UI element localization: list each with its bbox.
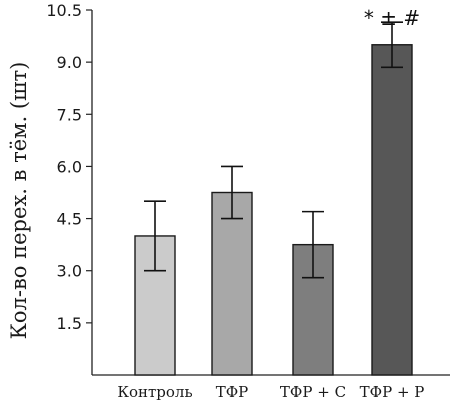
x-tick-label: Контроль xyxy=(117,383,192,401)
bars xyxy=(134,44,413,376)
error-bar xyxy=(381,21,403,69)
x-tick-label: ТФР + Р xyxy=(360,383,425,401)
bar xyxy=(371,44,413,376)
y-tick-label: 1.5 xyxy=(57,314,82,333)
y-tick-label: 7.5 xyxy=(57,105,82,124)
x-tick-label: ТФР + С xyxy=(280,383,346,401)
y-tick-label: 3.0 xyxy=(57,262,82,281)
y-tick-label: 4.5 xyxy=(57,210,82,229)
annotations: * ± # xyxy=(364,6,420,30)
significance-annotation: * ± # xyxy=(364,6,420,30)
x-tick-label: ТФР xyxy=(216,383,249,401)
y-axis-title: Кол-во перех. в тём. (шт) xyxy=(7,62,31,340)
error-bar xyxy=(302,210,324,279)
y-tick-label: 6.0 xyxy=(57,157,82,176)
x-axis-labels: Контроль ТФР ТФР + С ТФР + Р xyxy=(117,383,424,401)
error-bars xyxy=(144,21,403,279)
y-tick-label: 10.5 xyxy=(46,1,82,20)
error-bar xyxy=(144,200,166,272)
bar xyxy=(211,191,253,376)
y-tick-label: 9.0 xyxy=(57,53,82,72)
y-axis: 1.5 3.0 4.5 6.0 7.5 9.0 10.5 xyxy=(46,1,92,333)
error-bar xyxy=(221,165,243,220)
